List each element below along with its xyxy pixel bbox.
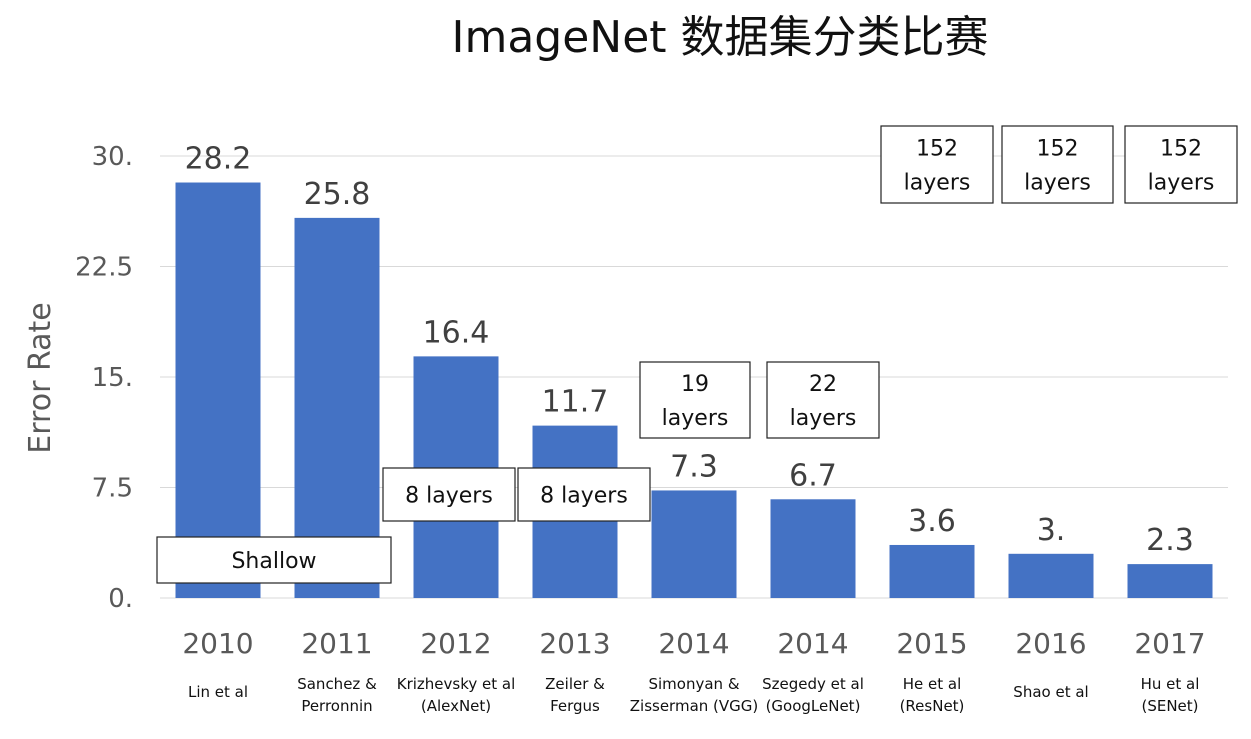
x-tick-label: 2013: [539, 627, 610, 660]
author-label: Sanchez &: [297, 675, 377, 693]
x-tick-label: 2017: [1134, 627, 1205, 660]
annotation-box-border: [156, 536, 392, 584]
y-tick-label: 15.: [92, 363, 133, 393]
author-label: Zisserman (VGG): [630, 697, 759, 715]
annotation-text: 152: [1160, 137, 1202, 162]
annotation-box: 19 layers: [639, 361, 751, 439]
author-label: (SENet): [1141, 697, 1198, 715]
annotation-text: 152: [1037, 137, 1079, 162]
x-axis-labels: 2010 Lin et al 2011 Sanchez & Perronnin 2012 K…: [182, 627, 1205, 715]
annotation-box-border: [880, 125, 994, 204]
bar: [651, 490, 737, 598]
annotation-text: 22: [809, 372, 837, 397]
annotation-text: 8 layers: [540, 484, 628, 509]
y-tick-label: 22.5: [75, 253, 133, 283]
annotation-box-border: [766, 361, 880, 439]
annotation-text: layers: [1148, 171, 1215, 196]
x-tick-label: 2010: [182, 627, 253, 660]
annotation-text: Shallow: [231, 549, 316, 574]
annotation-text: layers: [662, 406, 729, 431]
value-label: 3.: [1037, 513, 1066, 548]
annotation-text: layers: [1024, 171, 1091, 196]
bar: [175, 182, 261, 598]
author-label: Zeiler &: [545, 675, 605, 693]
author-label: He et al: [903, 675, 962, 693]
bar: [294, 217, 380, 598]
value-labels: 28.2 25.8 16.4 11.7 7.3 6.7 3.6 3. 2.3: [185, 142, 1194, 559]
annotation-box: 8 layers: [517, 467, 651, 522]
value-label: 11.7: [542, 385, 609, 420]
author-label: Perronnin: [301, 697, 372, 715]
value-label: 16.4: [423, 315, 490, 350]
y-axis-label: Error Rate: [23, 302, 58, 453]
author-label: Krizhevsky et al: [397, 675, 516, 693]
annotation-box-border: [517, 467, 651, 522]
x-tick-label: 2016: [1015, 627, 1086, 660]
bar: [1008, 553, 1094, 598]
y-tick-label: 30.: [92, 142, 133, 172]
bar: [770, 499, 856, 598]
author-label: Szegedy et al: [762, 675, 864, 693]
value-label: 3.6: [908, 504, 956, 539]
annotation-text: layers: [790, 406, 857, 431]
annotation-box: 8 layers: [382, 467, 516, 522]
annotation-box-border: [382, 467, 516, 522]
value-label: 6.7: [789, 458, 837, 493]
x-tick-label: 2014: [777, 627, 848, 660]
annotation-box-border: [639, 361, 751, 439]
annotation-text: 8 layers: [405, 484, 493, 509]
value-label: 25.8: [304, 177, 371, 212]
annotation-text: layers: [904, 171, 971, 196]
value-label: 7.3: [670, 449, 718, 484]
annotation-box: 152 layers: [1124, 125, 1238, 204]
annotation-box: 22 layers: [766, 361, 880, 439]
annotation-text: 19: [681, 372, 709, 397]
author-label: Lin et al: [188, 683, 248, 701]
bar: [889, 544, 975, 598]
annotation-box: Shallow: [156, 536, 392, 584]
value-label: 2.3: [1146, 523, 1194, 558]
x-tick-label: 2012: [420, 627, 491, 660]
x-tick-label: 2015: [896, 627, 967, 660]
y-tick-label: 7.5: [92, 474, 133, 504]
annotation-box-border: [1001, 125, 1114, 204]
author-label: Hu et al: [1141, 675, 1200, 693]
author-label: Simonyan &: [648, 675, 739, 693]
author-label: (AlexNet): [421, 697, 491, 715]
annotation-box: 152 layers: [1001, 125, 1114, 204]
x-tick-label: 2011: [301, 627, 372, 660]
annotation-box-border: [1124, 125, 1238, 204]
author-label: Shao et al: [1013, 683, 1088, 701]
author-label: (GoogLeNet): [766, 697, 861, 715]
bar: [1127, 564, 1213, 598]
x-tick-label: 2014: [658, 627, 729, 660]
author-label: (ResNet): [900, 697, 965, 715]
y-tick-label: 0.: [108, 584, 133, 614]
annotation-text: 152: [916, 137, 958, 162]
annotation-box: 152 layers: [880, 125, 994, 204]
author-label: Fergus: [550, 697, 600, 715]
value-label: 28.2: [185, 142, 252, 177]
y-axis-ticks: 0. 7.5 15. 22.5 30.: [75, 142, 133, 614]
chart-title: ImageNet 数据集分类比赛: [451, 12, 988, 63]
